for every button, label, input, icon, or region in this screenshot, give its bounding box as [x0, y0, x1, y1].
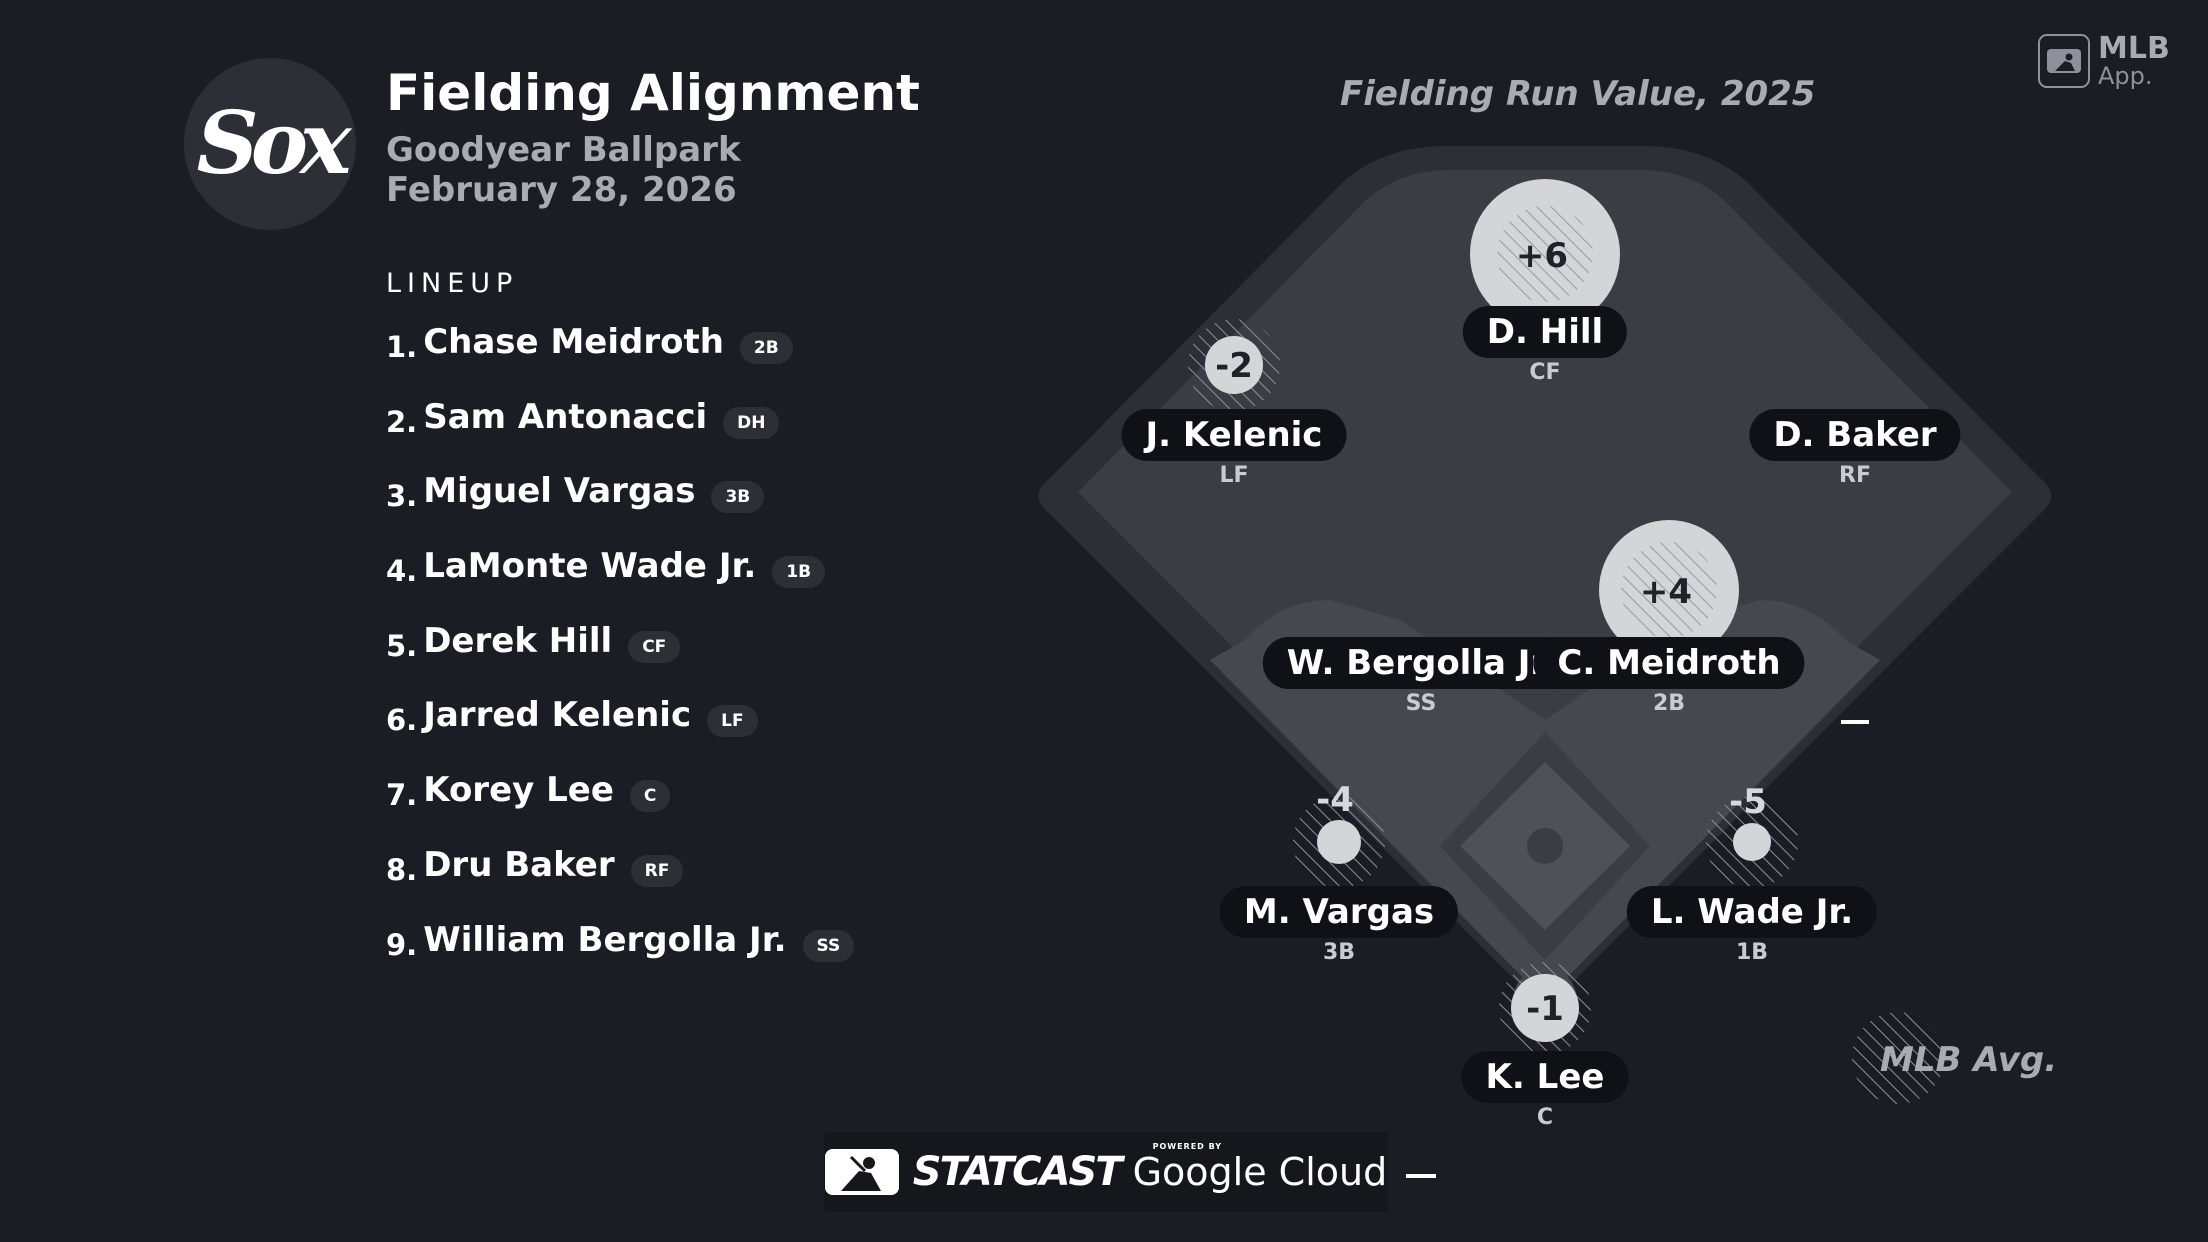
- position-badge: SS: [802, 929, 855, 962]
- player-pill-2b: C. Meidroth: [1533, 637, 1805, 689]
- lineup-number: 3.: [386, 479, 418, 514]
- lineup-item: 5. Derek Hill CF: [386, 621, 854, 696]
- mlb-avg-legend-label: MLB Avg.: [1880, 1040, 2058, 1080]
- player-pill-rf: D. Baker: [1749, 409, 1961, 461]
- player-pill-1b: L. Wade Jr.: [1626, 886, 1878, 938]
- lineup-item: 4. LaMonte Wade Jr. 1B: [386, 546, 854, 621]
- value-label-cf: +6: [1515, 236, 1569, 276]
- lineup-player-name: Jarred Kelenic: [423, 695, 692, 736]
- lineup-number: 7.: [386, 778, 418, 813]
- mlb-logo-icon: [2038, 34, 2090, 88]
- mlb-avg-legend-swatch: [1852, 1012, 1944, 1104]
- lineup-player-name: Korey Lee: [423, 770, 614, 811]
- position-badge: 2B: [739, 332, 793, 364]
- value-label-lf: -2: [1215, 346, 1253, 386]
- mlb-logo-icon: [824, 1149, 899, 1195]
- mlb-app-text: MLB App.: [2098, 31, 2170, 90]
- player-pill-ss: W. Bergolla Jr.: [1262, 637, 1580, 689]
- player-pos-1b: 1B: [1735, 940, 1769, 965]
- google-cloud-logo: POWERED BY Google Cloud: [1132, 1142, 1388, 1194]
- mlb-avg-hatch-cf: [1497, 206, 1593, 302]
- lineup-number: 4.: [386, 554, 418, 589]
- lineup-number: 8.: [386, 852, 418, 887]
- value-bubble-1b: [1733, 823, 1771, 861]
- lineup-item: 3. Miguel Vargas 3B: [386, 471, 854, 546]
- lineup-player-name: Dru Baker: [423, 844, 615, 885]
- team-logo-text: Sox: [196, 93, 352, 194]
- powered-by-label: POWERED BY: [1152, 1142, 1223, 1151]
- player-pill-3b: M. Vargas: [1219, 886, 1459, 938]
- dash-mark: [1406, 1174, 1436, 1178]
- lineup-player-name: LaMonte Wade Jr.: [423, 546, 757, 587]
- player-pos-2b: 2B: [1652, 691, 1686, 716]
- mlb-app-line2: App.: [2098, 62, 2153, 90]
- position-badge: CF: [628, 630, 681, 663]
- lineup-item: 7. Korey Lee C: [386, 770, 854, 845]
- mlb-app-logo: MLB App.: [2038, 34, 2170, 88]
- value-bubble-lf: [1205, 336, 1263, 394]
- venue-label: Goodyear Ballpark: [386, 130, 741, 170]
- lineup-player-name: Sam Antonacci: [423, 396, 708, 437]
- statcast-branding: STATCAST POWERED BY Google Cloud: [824, 1132, 1388, 1212]
- player-pos-lf: LF: [1219, 463, 1249, 488]
- player-pos-c: C: [1536, 1105, 1554, 1130]
- google-cloud-wordmark: Google Cloud: [1132, 1150, 1388, 1194]
- statcast-wordmark: STATCAST: [912, 1149, 1123, 1195]
- lineup-item: 8. Dru Baker RF: [386, 845, 854, 920]
- lineup-player-name: Miguel Vargas: [423, 471, 696, 512]
- value-label-3b: -4: [1316, 780, 1354, 820]
- lineup-list: 1. Chase Meidroth 2B 2. Sam Antonacci DH 3. M…: [386, 322, 855, 995]
- position-badge: 1B: [772, 556, 826, 589]
- dash-mark: [1841, 720, 1869, 724]
- player-pill-c: K. Lee: [1461, 1051, 1629, 1103]
- lineup-item: 1. Chase Meidroth 2B: [386, 322, 854, 397]
- field-chart-title: Fielding Run Value, 2025: [1340, 74, 1816, 114]
- mlb-app-line1: MLB: [2098, 31, 2170, 66]
- lineup-number: 1.: [386, 330, 418, 364]
- pitchers-mound: [1527, 828, 1563, 864]
- lineup-player-name: Chase Meidroth: [423, 322, 724, 362]
- player-pos-rf: RF: [1839, 463, 1871, 488]
- team-logo: Sox: [184, 58, 356, 230]
- position-badge: RF: [630, 854, 684, 887]
- value-bubble-c: [1511, 974, 1579, 1042]
- lineup-number: 5.: [386, 628, 418, 663]
- position-badge: C: [629, 780, 671, 813]
- date-label: February 28, 2026: [386, 170, 737, 210]
- player-pos-3b: 3B: [1322, 940, 1356, 965]
- value-label-1b: -5: [1729, 782, 1767, 822]
- mlb-avg-hatch-2b: [1621, 542, 1717, 638]
- lineup-number: 9.: [386, 927, 418, 962]
- batter-silhouette-icon: [2047, 49, 2081, 73]
- lineup-number: 6.: [386, 703, 418, 738]
- lineup-item: 6. Jarred Kelenic LF: [386, 695, 854, 770]
- value-bubble-3b: [1317, 820, 1361, 864]
- lineup-player-name: Derek Hill: [423, 620, 613, 661]
- position-badge: LF: [707, 705, 758, 738]
- lineup-number: 2.: [386, 404, 418, 439]
- page-title: Fielding Alignment: [386, 64, 920, 122]
- lineup-item: 9. William Bergolla Jr. SS: [386, 919, 855, 995]
- outfield-grass: [1078, 170, 2012, 960]
- value-label-2b: +4: [1639, 572, 1693, 612]
- player-pill-cf: D. Hill: [1462, 306, 1628, 358]
- position-badge: 3B: [711, 481, 765, 514]
- position-badge: DH: [723, 406, 780, 439]
- lineup-player-name: William Bergolla Jr.: [423, 919, 787, 960]
- player-pos-cf: CF: [1529, 360, 1561, 385]
- player-pill-lf: J. Kelenic: [1121, 409, 1347, 461]
- lineup-item: 2. Sam Antonacci DH: [386, 397, 854, 472]
- lineup-heading: LINEUP: [386, 268, 519, 299]
- player-pos-ss: SS: [1405, 691, 1437, 716]
- value-label-c: -1: [1526, 989, 1564, 1029]
- mlb-batter-icon: [824, 1149, 899, 1195]
